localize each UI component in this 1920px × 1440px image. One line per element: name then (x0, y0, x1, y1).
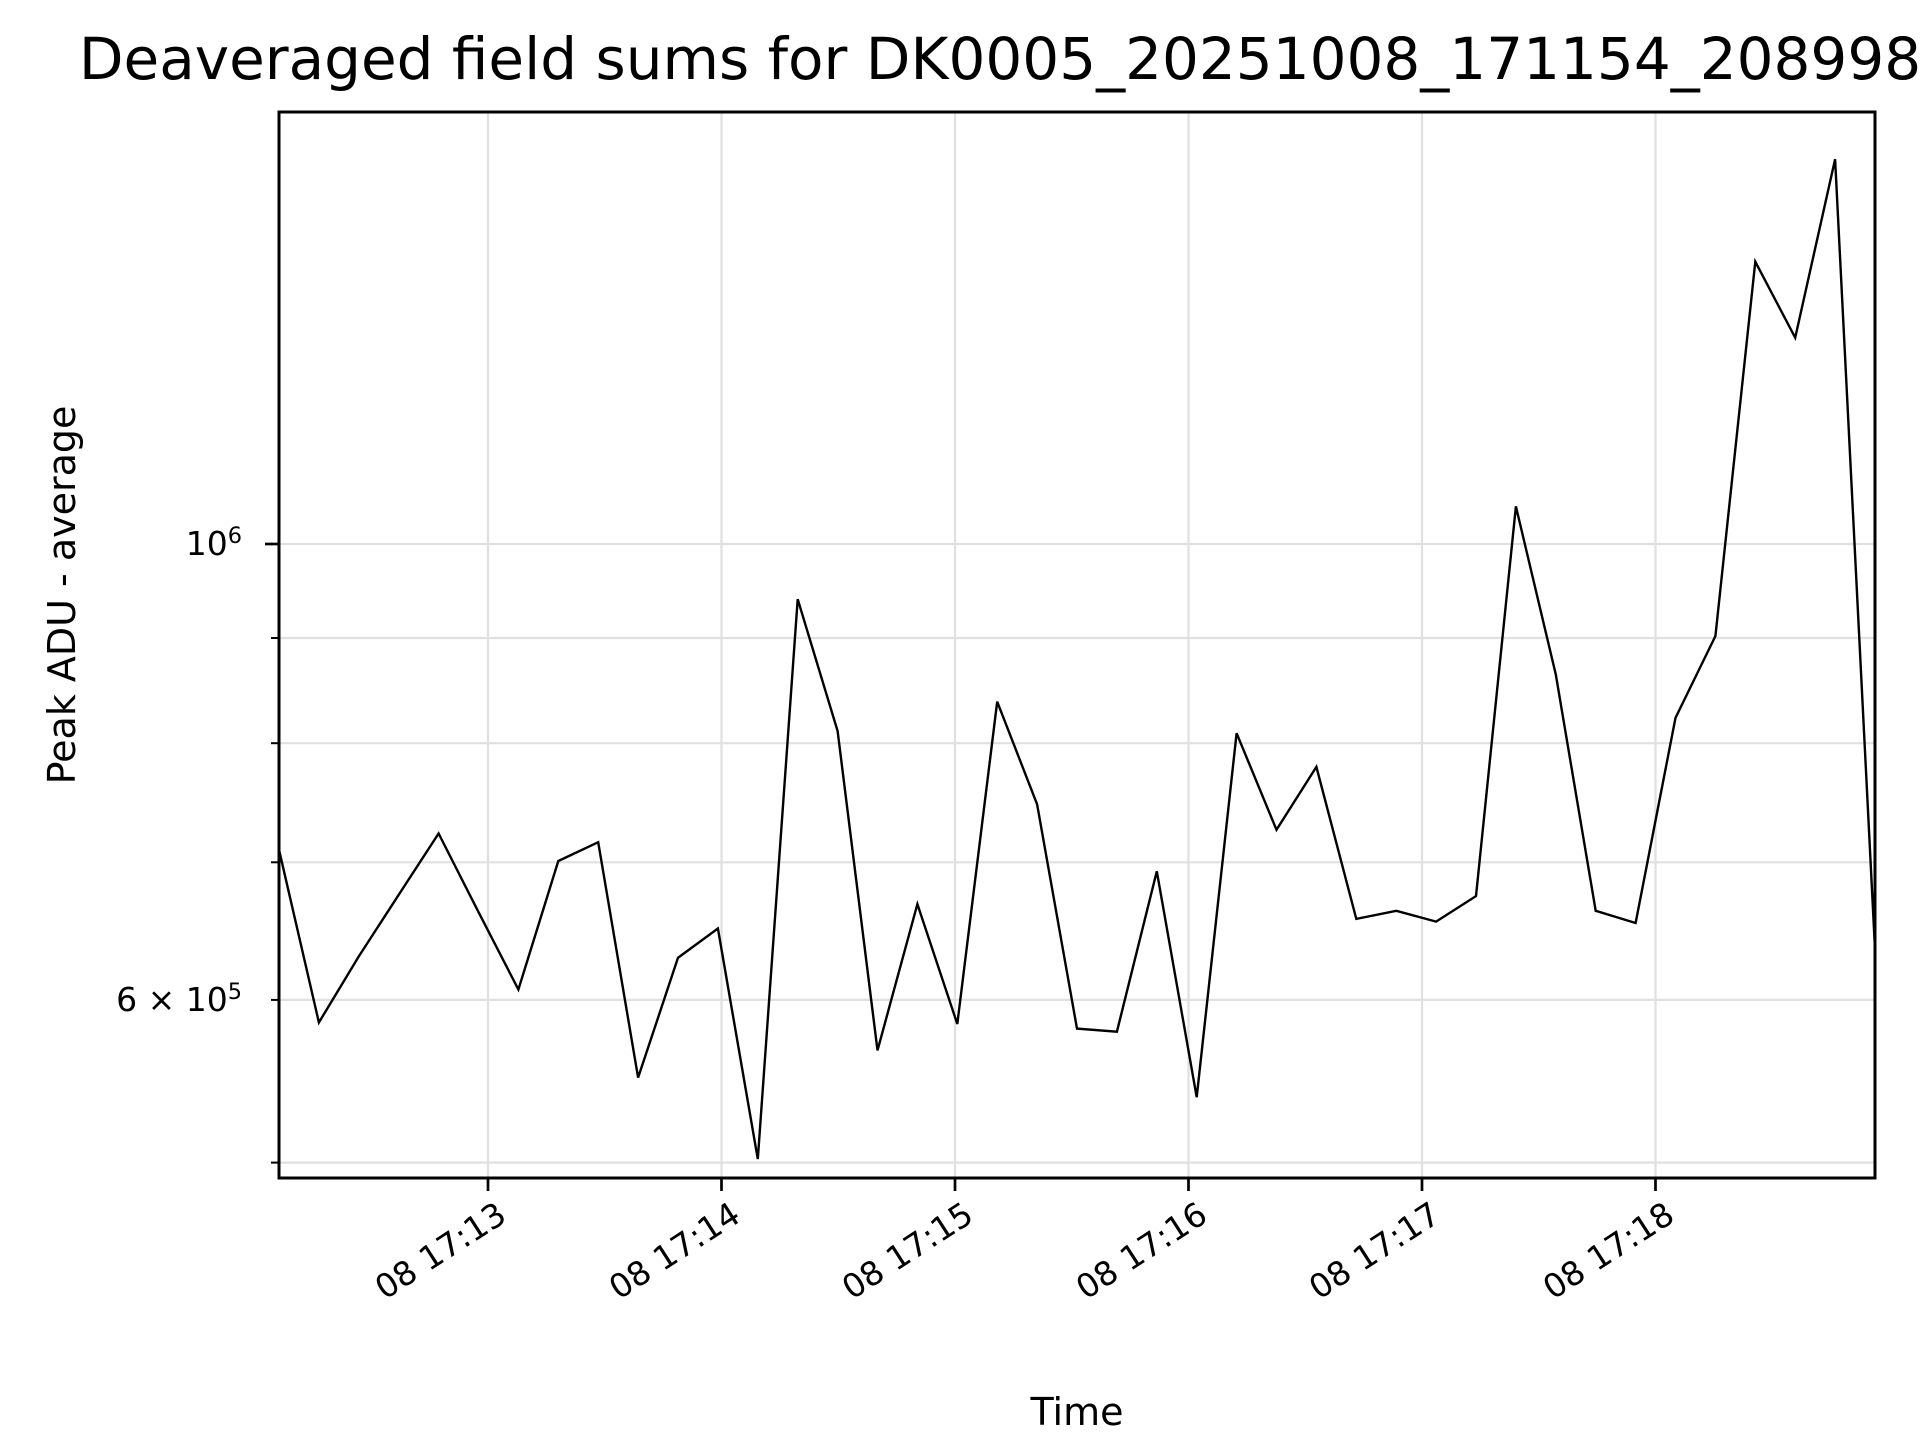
y-tick-base: 10 (185, 980, 228, 1020)
y-tick-label-1e6: 106 (186, 523, 242, 563)
y-tick-exponent: 5 (227, 979, 242, 1006)
x-axis-label: Time (1030, 1390, 1124, 1434)
data-line (277, 158, 1877, 1160)
chart-title: Deaveraged field sums for DK0005_2025100… (78, 25, 1920, 93)
y-tick-base: 10 (185, 524, 228, 564)
y-tick-coefficient: 6 × (116, 980, 186, 1020)
y-axis-label: Peak ADU - average (40, 405, 84, 785)
axes-spines (277, 110, 1877, 1180)
y-tick-label-6e5: 6 × 105 (116, 979, 242, 1019)
y-tick-exponent: 6 (227, 523, 242, 550)
